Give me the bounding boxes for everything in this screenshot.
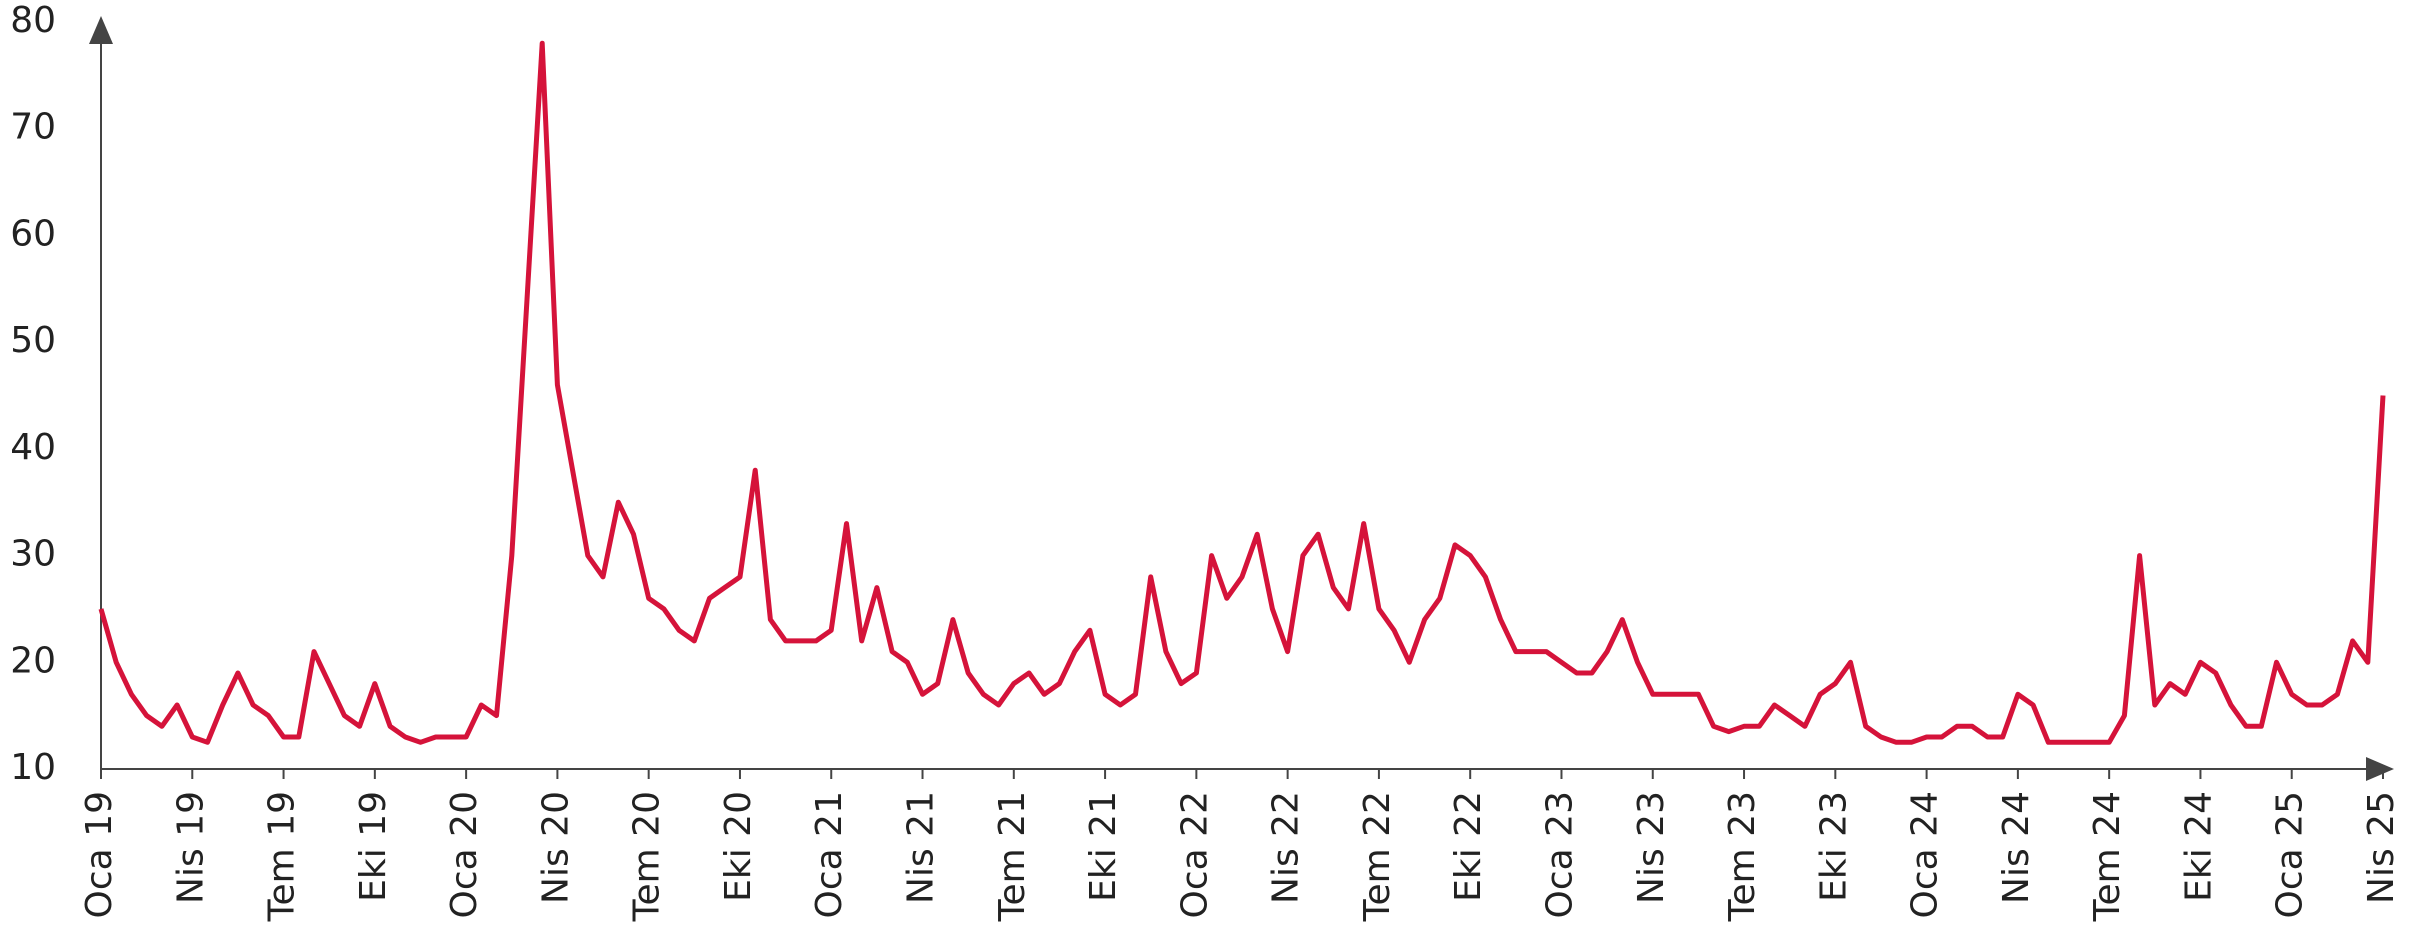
x-tick-label: Nis 20 [535, 791, 576, 904]
y-tick-label: 60 [10, 213, 56, 254]
x-tick-label: Nis 22 [1266, 791, 1307, 904]
y-tick-label: 50 [10, 320, 56, 361]
x-tick-label: Oca 19 [79, 791, 120, 918]
y-tick-label: 10 [10, 747, 56, 788]
y-tick-label: 20 [10, 640, 56, 681]
x-tick-label: Nis 19 [170, 791, 211, 904]
x-tick-label: Oca 23 [1539, 791, 1580, 918]
x-axis-arrow [2366, 757, 2394, 781]
x-tick-label: Eki 22 [1448, 791, 1489, 902]
x-tick-label: Nis 25 [2361, 791, 2402, 904]
x-tick-label: Tem 24 [2087, 791, 2128, 922]
x-tick-label: Tem 22 [1357, 791, 1398, 922]
y-axis-arrow [89, 16, 113, 44]
x-tick-label: Oca 25 [2270, 791, 2311, 918]
x-tick-label: Oca 21 [809, 791, 850, 918]
x-tick-label: Nis 21 [901, 791, 942, 904]
y-tick-label: 30 [10, 534, 56, 575]
x-tick-label: Nis 24 [1996, 791, 2037, 904]
x-tick-label: Eki 23 [1813, 791, 1854, 902]
x-tick-label: Eki 20 [718, 791, 759, 902]
x-tick-label: Tem 21 [992, 791, 1033, 922]
y-tick-label: 70 [10, 107, 56, 148]
x-tick-label: Oca 20 [444, 791, 485, 918]
x-tick-label: Tem 20 [627, 791, 668, 922]
x-tick-label: Tem 19 [262, 791, 303, 922]
x-tick-label: Nis 23 [1631, 791, 1672, 904]
x-tick-label: Oca 24 [1905, 791, 1946, 918]
data-line [98, 40, 2386, 745]
x-tick-label: Tem 23 [1722, 791, 1763, 922]
x-tick-label: Oca 22 [1174, 791, 1215, 918]
x-tick-label: Eki 21 [1083, 791, 1124, 902]
x-tick-label: Eki 24 [2178, 791, 2219, 902]
x-tick-label: Eki 19 [353, 791, 394, 902]
y-tick-label: 80 [10, 0, 56, 41]
y-tick-label: 40 [10, 427, 56, 468]
